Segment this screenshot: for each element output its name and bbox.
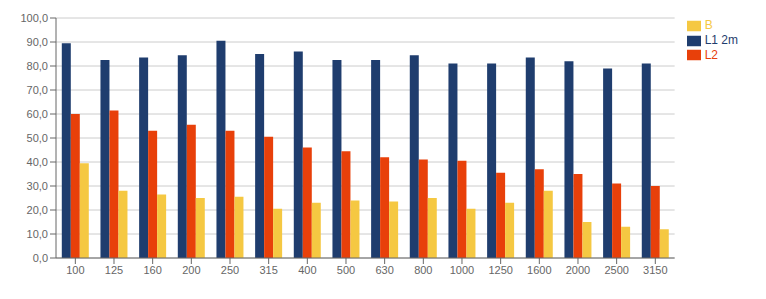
svg-text:1250: 1250 bbox=[488, 264, 512, 276]
svg-text:800: 800 bbox=[414, 264, 432, 276]
svg-text:630: 630 bbox=[375, 264, 393, 276]
svg-text:100: 100 bbox=[66, 264, 84, 276]
svg-text:2500: 2500 bbox=[604, 264, 628, 276]
svg-text:40,0: 40,0 bbox=[27, 156, 48, 168]
html-text:L2: L2 bbox=[704, 47, 718, 62]
svg-text:70,0: 70,0 bbox=[27, 84, 48, 96]
svg-text:20,0: 20,0 bbox=[27, 204, 48, 216]
svg-text:500: 500 bbox=[337, 264, 355, 276]
svg-text:1600: 1600 bbox=[527, 264, 551, 276]
svg-text:60,0: 60,0 bbox=[27, 108, 48, 120]
html-text:B: B bbox=[704, 18, 713, 32]
svg-text:200: 200 bbox=[182, 264, 200, 276]
svg-text:50,0: 50,0 bbox=[27, 132, 48, 144]
svg-text:160: 160 bbox=[143, 264, 161, 276]
svg-text:10,0: 10,0 bbox=[27, 228, 48, 240]
svg-text:250: 250 bbox=[221, 264, 239, 276]
svg-text:80,0: 80,0 bbox=[27, 60, 48, 72]
svg-text:315: 315 bbox=[259, 264, 277, 276]
svg-text:125: 125 bbox=[105, 264, 123, 276]
svg-text:3150: 3150 bbox=[643, 264, 667, 276]
svg-text:1000: 1000 bbox=[450, 264, 474, 276]
svg-text:30,0: 30,0 bbox=[27, 180, 48, 192]
svg-text:100,0: 100,0 bbox=[20, 12, 48, 24]
svg-text:0,0: 0,0 bbox=[33, 252, 48, 264]
svg-text:90,0: 90,0 bbox=[27, 36, 48, 48]
svg-text:400: 400 bbox=[298, 264, 316, 276]
html-text:L1 2m: L1 2m bbox=[704, 32, 738, 47]
svg-text:2000: 2000 bbox=[566, 264, 590, 276]
